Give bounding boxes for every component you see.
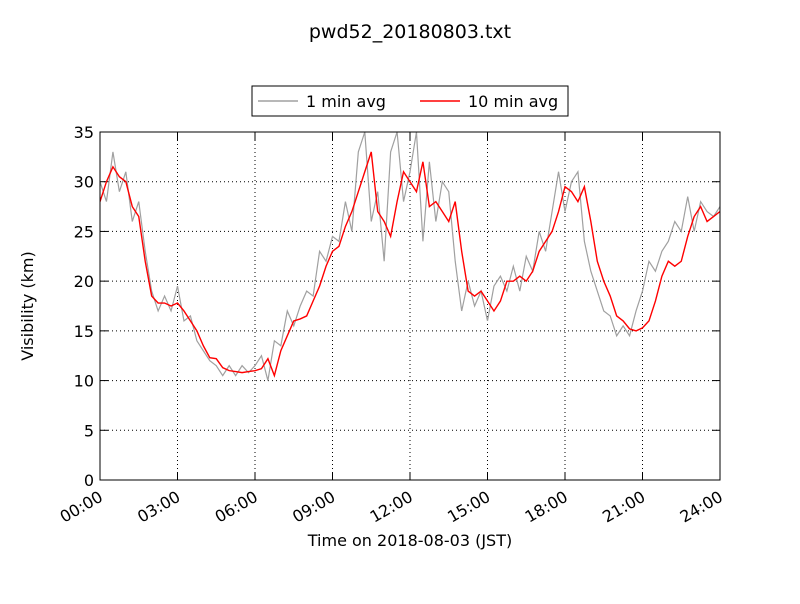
- y-tick-label: 0: [84, 471, 94, 490]
- y-tick-label: 25: [74, 222, 94, 241]
- legend-box: [251, 85, 569, 117]
- plot-frame: [99, 131, 721, 481]
- series-line: [100, 151, 720, 378]
- plot-lines: [100, 132, 720, 381]
- legend-label: 10 min avg: [468, 92, 558, 111]
- y-tick-label: 30: [74, 173, 94, 192]
- chart-title: pwd52_20180803.txt: [309, 21, 511, 43]
- y-tick-label: 35: [74, 123, 94, 142]
- y-tick-label: 10: [74, 372, 94, 391]
- y-tick-label: 20: [74, 272, 94, 291]
- y-axis-label: Visibility (km): [18, 251, 37, 360]
- series-line: [100, 132, 720, 381]
- y-tick-label: 5: [84, 421, 94, 440]
- legend-label: 1 min avg: [306, 92, 386, 111]
- x-axis-label: Time on 2018-08-03 (JST): [307, 531, 512, 550]
- y-tick-label: 15: [74, 322, 94, 341]
